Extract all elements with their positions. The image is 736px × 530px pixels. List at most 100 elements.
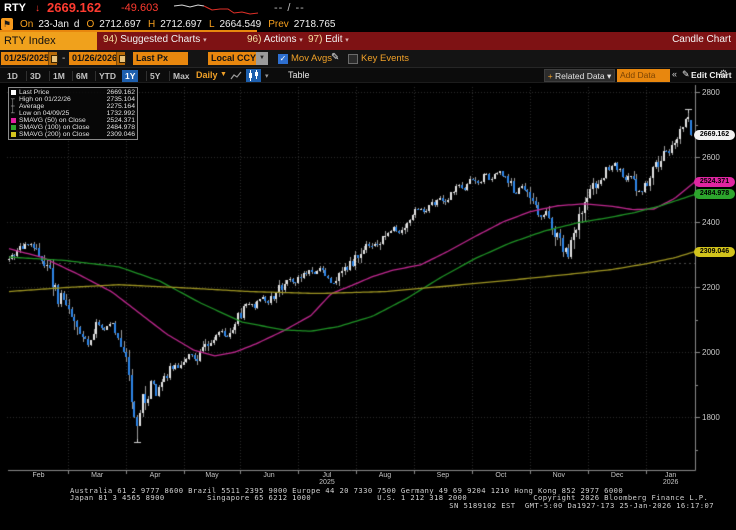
legend-high: ┬ High on 01/22/26 2735.104 — [11, 96, 135, 103]
mov-avgs-checkbox[interactable]: ✓ — [278, 53, 288, 64]
quote-bar: RTY ↓ 2669.162 -49.603 -- / -- — [0, 0, 736, 17]
high-marker-icon: ┬ — [11, 96, 15, 103]
chart-toolbar: 01/25/2025 - 01/26/2026 Last Px Local CC… — [0, 50, 736, 67]
menu-edit[interactable]: 97) Edit ▾ — [308, 34, 349, 45]
chevron-down-icon: ▾ — [299, 37, 303, 44]
date-range-dash: - — [62, 53, 66, 64]
price-type-select[interactable]: Last Px — [133, 52, 188, 65]
low-value: 2664.549 — [219, 18, 262, 30]
x-axis-year-label: 2025 — [319, 479, 335, 486]
candle-chart-icon-selected[interactable] — [246, 69, 261, 82]
period-6m[interactable]: 6M — [76, 71, 88, 81]
legend-smavg50[interactable]: SMAVG (50) on Close 2524.371 — [11, 117, 135, 124]
legend-smavg100[interactable]: SMAVG (100) on Close 2484.978 — [11, 124, 135, 131]
prev-label: Prev — [268, 18, 289, 30]
x-axis-month-label: Feb — [32, 472, 45, 479]
freq-flag: d — [73, 18, 80, 30]
last-price-axis-badge: 2669.162 — [694, 130, 735, 140]
footer-phones-line2: Japan 81 3 4565 8900 Singapore 65 6212 1… — [70, 493, 709, 502]
x-axis-month-label: Dec — [610, 472, 624, 479]
legend-average: ┼ Average 2275.164 — [11, 103, 135, 110]
open-value: 2712.697 — [99, 18, 141, 30]
price-change: -49.603 — [121, 2, 159, 14]
open-label: O — [86, 18, 95, 30]
collapse-chevrons[interactable]: « — [672, 69, 678, 79]
smavg50-axis-badge: 2524.371 — [694, 177, 735, 187]
edit-mov-avgs-pencil-icon[interactable]: ✎ — [331, 52, 340, 63]
smavg50-swatch — [11, 118, 16, 123]
x-axis-month-label: Sep — [436, 472, 450, 479]
x-axis-month-label: Aug — [378, 472, 392, 479]
period-3d[interactable]: 3D — [30, 71, 41, 81]
legend-low: ┴ Low on 04/09/25 1732.992 — [11, 110, 135, 117]
calendar-icon[interactable] — [116, 52, 126, 65]
ohlc-bar: ⚑ On 23-Jan d O 2712.697 H 2712.697 L 26… — [0, 17, 736, 31]
legend-last-price: Last Price 2669.162 — [11, 89, 135, 96]
table-button[interactable]: Table — [288, 70, 310, 80]
active-tab-underline — [0, 30, 257, 32]
key-events-checkbox[interactable] — [348, 53, 358, 64]
security-field[interactable]: RTY Index — [0, 32, 97, 50]
line-chart-icon[interactable] — [230, 70, 243, 82]
y-axis-tick-label: 1800 — [702, 413, 720, 422]
high-value: 2712.697 — [160, 18, 202, 30]
x-axis-month-label: Jan — [664, 472, 677, 479]
smavg100-axis-badge: 2484.978 — [694, 189, 735, 199]
gear-icon[interactable]: ⚙ — [719, 69, 728, 80]
chart-legend[interactable]: Last Price 2669.162 ┬ High on 01/22/26 2735… — [8, 87, 138, 140]
period-max[interactable]: Max — [173, 71, 190, 81]
high-label: H — [147, 18, 156, 30]
footer-session-info: SN 5189102 EST GMT-5:00 Da1927-173 25-Ja… — [449, 500, 714, 510]
price-chart-canvas[interactable] — [0, 83, 736, 475]
x-axis-year-label: 2026 — [662, 479, 679, 486]
add-data-input[interactable]: Add Data — [617, 69, 670, 82]
period-ytd[interactable]: YTD — [99, 71, 116, 81]
chevron-down-icon: ▾ — [345, 37, 349, 44]
edit-chart-pencil-icon[interactable]: ✎ — [682, 69, 690, 79]
prev-value: 2718.765 — [293, 18, 336, 30]
date-to-input[interactable]: 01/26/2026 — [69, 52, 125, 65]
menu-bar: RTY Index 94) Suggested Charts ▾ 96) Act… — [0, 32, 736, 50]
key-events-label[interactable]: Key Events — [361, 53, 410, 64]
low-marker-icon: ┴ — [11, 110, 15, 117]
y-axis-tick-label: 2000 — [702, 348, 720, 357]
x-axis-month-label: May — [205, 472, 219, 479]
menu-actions[interactable]: 96) Actions ▾ — [247, 34, 303, 45]
x-axis-month-label: Apr — [149, 472, 161, 479]
menu-suggested-charts[interactable]: 94) Suggested Charts ▾ — [103, 34, 207, 45]
frequency-select[interactable]: Daily — [196, 70, 218, 80]
currency-select[interactable]: Local CCY — [208, 52, 256, 65]
edit-chart-button[interactable]: Edit Chart — [691, 70, 732, 80]
chevron-down-icon: ▾ — [203, 37, 207, 44]
related-data-button[interactable]: + Related Data ▾ — [544, 69, 615, 82]
period-1m[interactable]: 1M — [53, 71, 65, 81]
date-from-input[interactable]: 01/25/2025 — [1, 52, 57, 65]
calendar-icon[interactable] — [48, 52, 58, 65]
chevron-down-icon: ▼ — [220, 71, 227, 78]
on-label: On — [20, 18, 34, 30]
smavg200-axis-badge: 2309.046 — [694, 247, 735, 257]
x-axis-month-label: Oct — [495, 472, 507, 479]
last-price-swatch — [11, 90, 16, 95]
smavg100-swatch — [11, 125, 16, 130]
chevron-down-icon[interactable]: ▼ — [256, 52, 268, 65]
down-arrow-icon: ↓ — [35, 3, 40, 14]
footer-phones-line1: Australia 61 2 9777 8600 Brazil 5511 239… — [70, 486, 624, 495]
bid-ask: -- / -- — [274, 2, 305, 14]
intraday-sparkline — [173, 4, 259, 15]
y-axis-tick-label: 2800 — [702, 88, 720, 97]
smavg200-swatch — [11, 132, 16, 137]
period-bar: 1D 3D 1M 6M YTD 1Y 5Y Max Daily ▼ ▾ Tabl… — [0, 67, 736, 83]
ticker: RTY — [4, 2, 26, 14]
mov-avgs-label[interactable]: Mov Avgs — [291, 53, 333, 64]
x-axis-month-label: Mar — [91, 472, 104, 479]
x-axis-month-label: Jun — [263, 472, 275, 479]
chevron-down-icon[interactable]: ▾ — [265, 73, 269, 80]
quote-date: 23-Jan — [38, 18, 69, 30]
period-1y-selected[interactable]: 1Y — [122, 70, 139, 82]
alert-icon[interactable]: ⚑ — [1, 18, 13, 30]
chart-type-title: Candle Chart — [672, 34, 731, 45]
legend-smavg200[interactable]: SMAVG (200) on Close 2309.046 — [11, 131, 135, 138]
period-5y[interactable]: 5Y — [150, 71, 161, 81]
period-1d[interactable]: 1D — [7, 71, 18, 81]
